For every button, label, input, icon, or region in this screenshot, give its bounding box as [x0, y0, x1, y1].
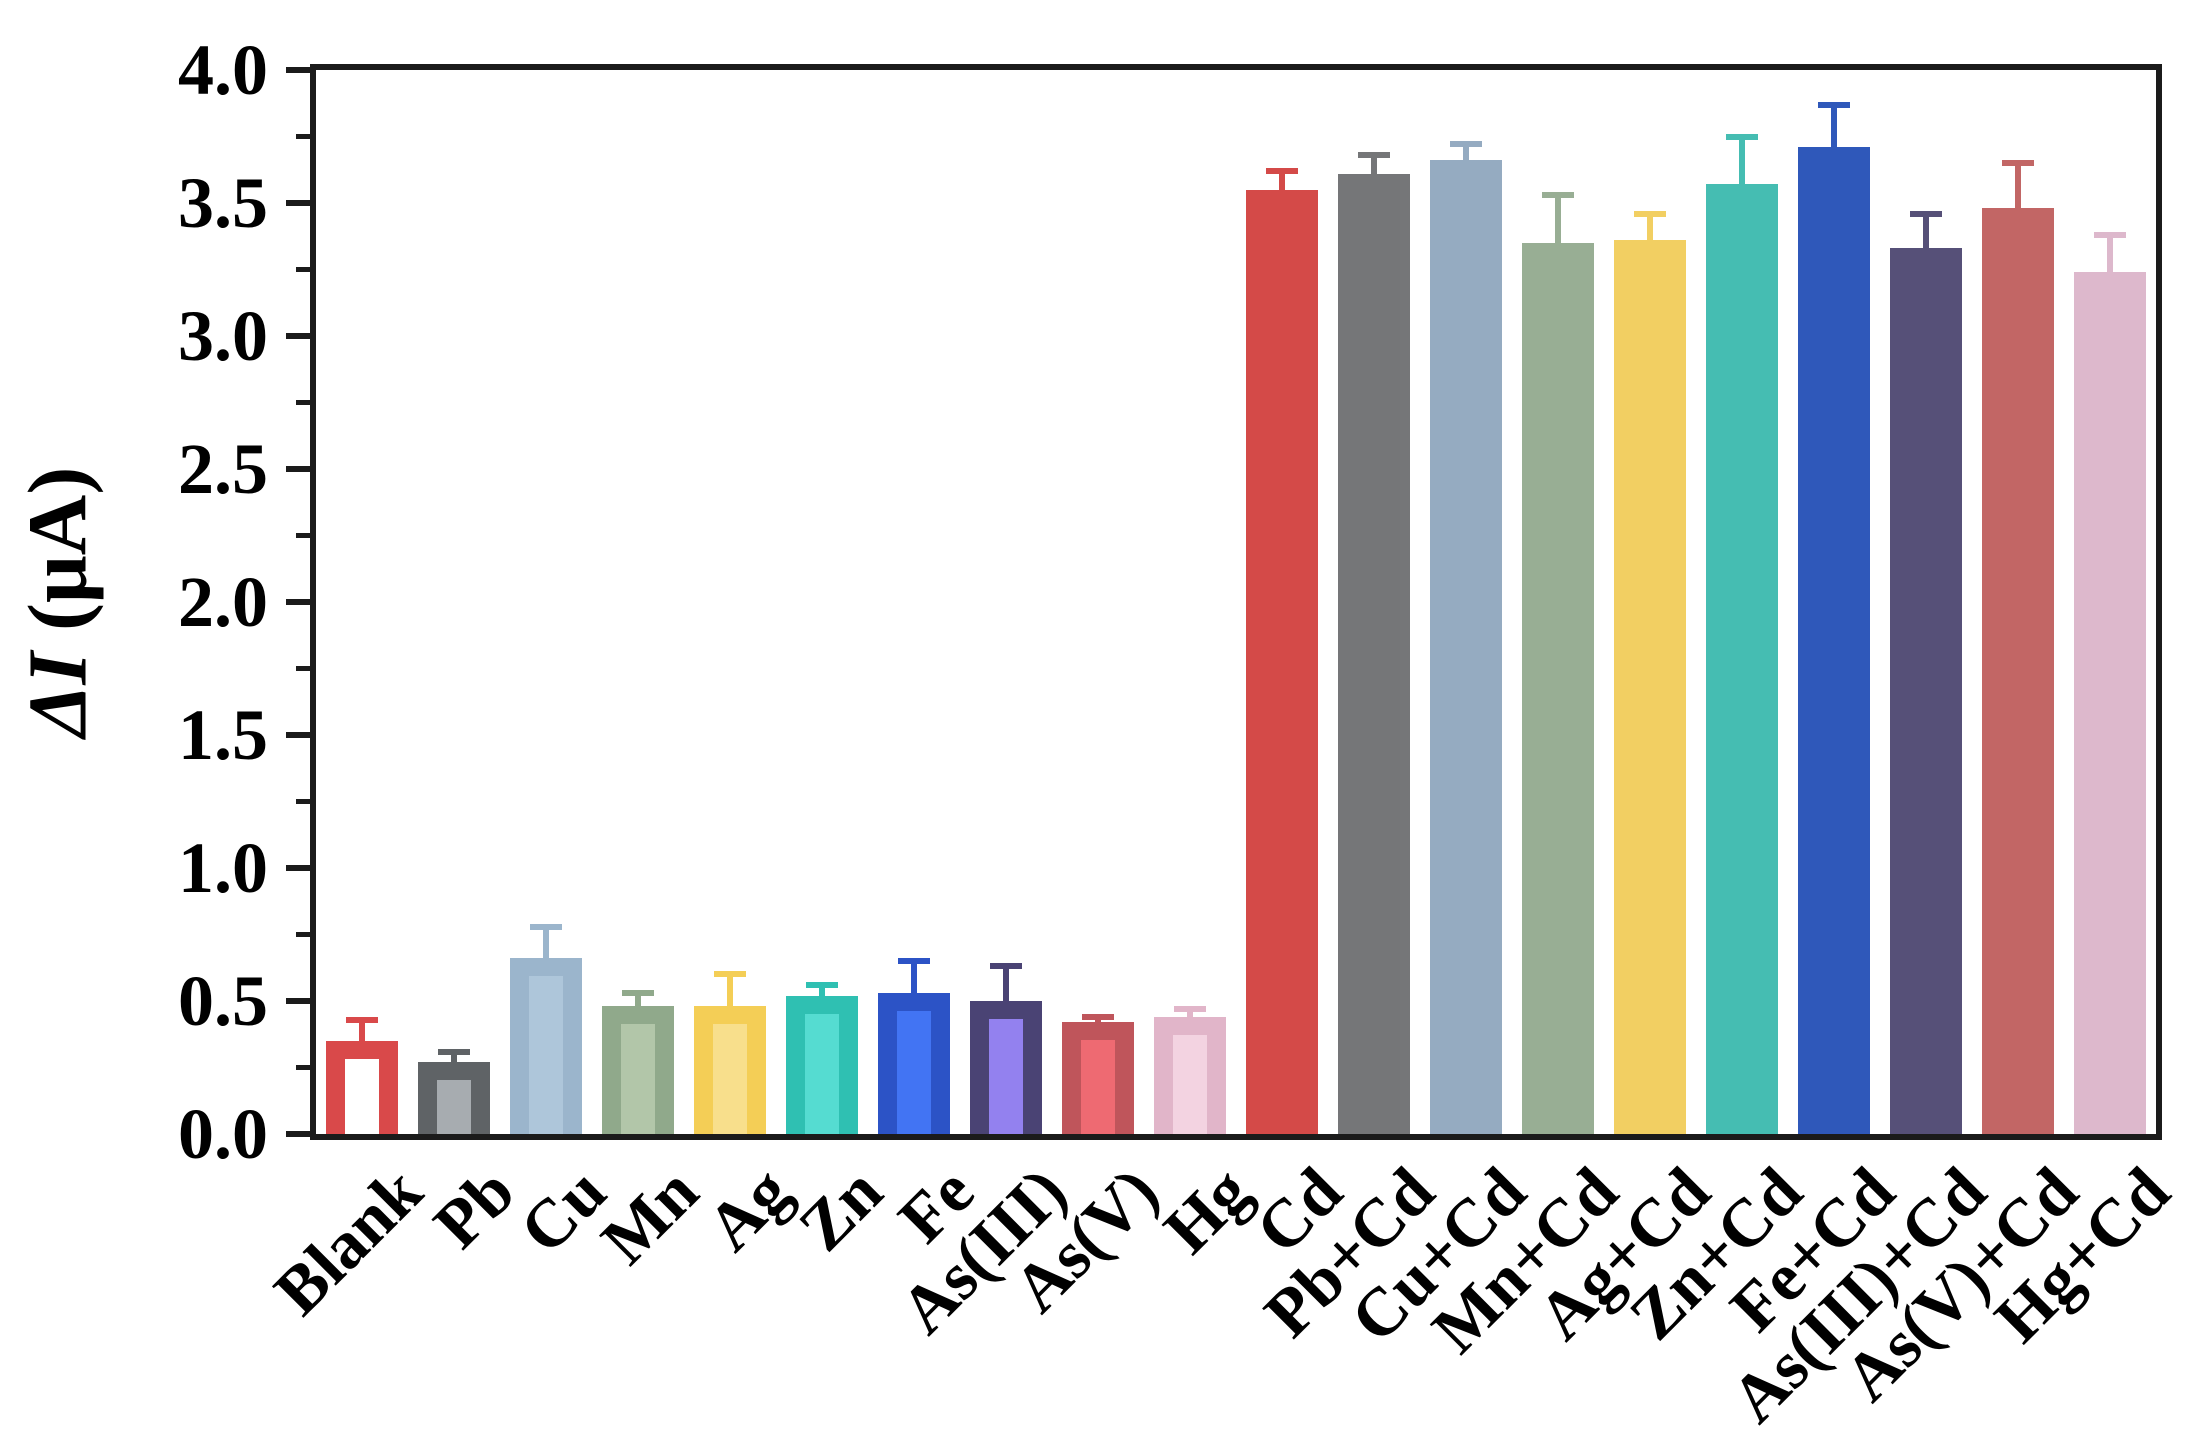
y-axis-major-tick [286, 998, 310, 1004]
error-bar-cap [990, 963, 1022, 970]
bar [1430, 160, 1502, 1134]
x-axis-tick-label: Blank [259, 1152, 437, 1330]
bar [1890, 248, 1962, 1134]
bar-inner-fill [1173, 1034, 1207, 1134]
y-axis-tick-label: 0.5 [178, 961, 268, 1041]
bar [1706, 184, 1778, 1134]
bar [1246, 189, 1318, 1134]
plot-area [310, 64, 2162, 1140]
error-bar-cap [2002, 160, 2034, 167]
bar-inner-fill [805, 1013, 839, 1134]
error-bar-line [543, 926, 549, 973]
y-axis-minor-tick [296, 1065, 310, 1070]
y-axis-minor-tick [296, 267, 310, 272]
error-bar-line [359, 1019, 365, 1055]
y-axis-major-tick [286, 333, 310, 339]
error-bar-line [2015, 163, 2021, 223]
y-axis-major-tick [286, 67, 310, 73]
error-bar-cap [622, 990, 654, 997]
error-bar-cap [1818, 101, 1850, 108]
y-axis-tick-label: 0.0 [178, 1094, 268, 1174]
y-axis-tick-label: 2.5 [178, 429, 268, 509]
error-bar-line [1555, 195, 1561, 257]
error-bar-line [1279, 171, 1285, 204]
bar [970, 1001, 1042, 1134]
y-axis-tick-label: 1.5 [178, 695, 268, 775]
error-bar-cap [806, 982, 838, 989]
y-axis-major-tick [286, 865, 310, 871]
x-axis-tick-label: Zn [783, 1152, 897, 1266]
error-bar-line [1647, 213, 1653, 255]
error-bar-cap [438, 1048, 470, 1055]
error-bar-cap [2094, 231, 2126, 238]
bar [2074, 272, 2146, 1134]
error-bar-line [1923, 213, 1929, 263]
error-bar-line [727, 974, 733, 1021]
error-bar-line [1371, 155, 1377, 188]
bar [1338, 173, 1410, 1134]
error-bar-cap [346, 1016, 378, 1023]
error-bar-cap [530, 923, 562, 930]
bar [602, 1006, 674, 1134]
y-axis-minor-tick [296, 400, 310, 405]
error-bar-cap [1358, 152, 1390, 159]
bar-inner-fill [345, 1058, 379, 1134]
bar [1154, 1016, 1226, 1134]
y-axis-minor-tick [296, 799, 310, 804]
bar [878, 993, 950, 1134]
error-bar-cap [1634, 210, 1666, 217]
bar [1798, 147, 1870, 1134]
error-bar-line [1463, 144, 1469, 175]
bar-inner-fill [621, 1024, 655, 1134]
error-bar-cap [1910, 210, 1942, 217]
error-bar-cap [1174, 1005, 1206, 1012]
error-bar-cap [1542, 192, 1574, 199]
bar [786, 995, 858, 1134]
y-axis-major-tick [286, 200, 310, 206]
bar-inner-fill [713, 1024, 747, 1134]
bar-inner-fill [897, 1011, 931, 1134]
y-axis-tick-label: 2.0 [178, 562, 268, 642]
y-axis-major-tick [286, 1131, 310, 1137]
error-bar-line [1831, 104, 1837, 162]
y-axis-major-tick [286, 732, 310, 738]
bar [418, 1062, 490, 1134]
y-axis-tick-label: 1.0 [178, 828, 268, 908]
error-bar-cap [898, 958, 930, 965]
bar [1522, 242, 1594, 1134]
y-axis-minor-tick [296, 134, 310, 139]
y-axis-minor-tick [296, 533, 310, 538]
error-bar-cap [1726, 133, 1758, 140]
error-bar-line [911, 961, 917, 1007]
error-bar-cap [1082, 1013, 1114, 1020]
error-bar-line [1003, 966, 1009, 1015]
y-axis-tick-label: 3.5 [178, 163, 268, 243]
bar-inner-fill [1081, 1040, 1115, 1134]
bar [1982, 208, 2054, 1134]
y-axis-minor-tick [296, 666, 310, 671]
error-bar-cap [714, 971, 746, 978]
bar [694, 1006, 766, 1134]
bar [326, 1040, 398, 1134]
error-bar-cap [1266, 168, 1298, 175]
bar-inner-fill [989, 1019, 1023, 1134]
bar [510, 958, 582, 1134]
y-axis-major-tick [286, 599, 310, 605]
bar-inner-fill [437, 1080, 471, 1134]
error-bar-cap [1450, 141, 1482, 148]
bar-inner-fill [529, 976, 563, 1134]
y-axis-major-tick [286, 466, 310, 472]
x-axis-tick-label: Mn [586, 1152, 713, 1279]
y-axis-minor-tick [296, 932, 310, 937]
error-bar-line [1739, 136, 1745, 199]
bar [1614, 240, 1686, 1134]
y-axis-tick-label: 4.0 [178, 30, 268, 110]
bar [1062, 1022, 1134, 1134]
error-bar-line [2107, 234, 2113, 287]
y-axis-tick-label: 3.0 [178, 296, 268, 376]
